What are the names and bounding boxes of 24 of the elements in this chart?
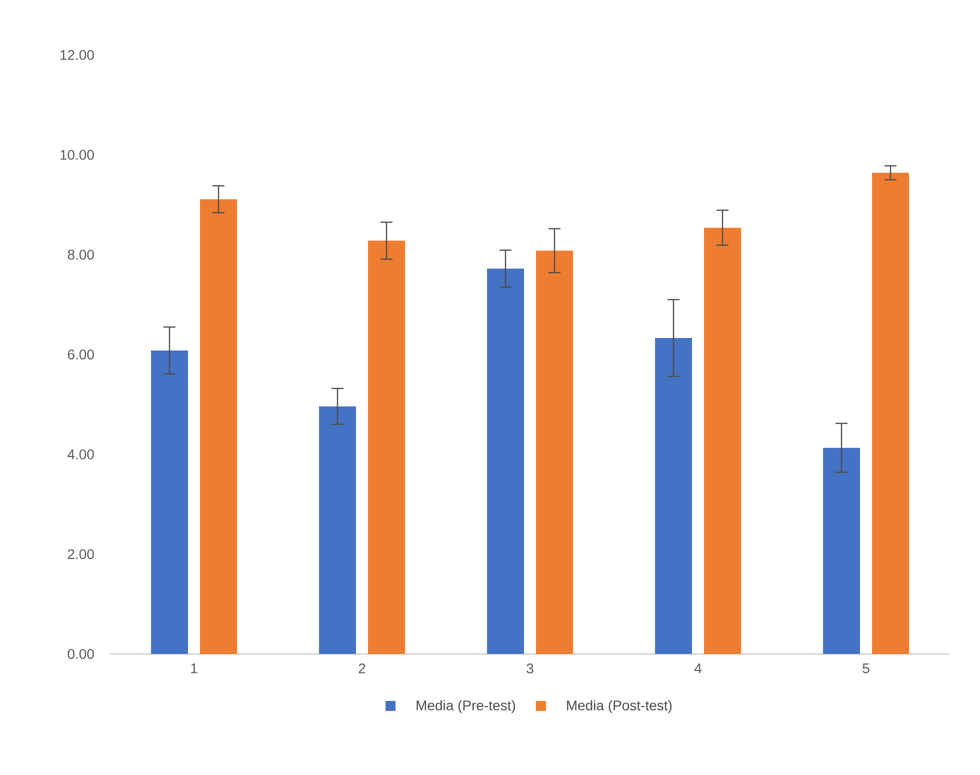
bar (487, 268, 524, 654)
x-tick-label: 4 (694, 664, 702, 674)
bar (536, 250, 574, 654)
bar (200, 199, 237, 654)
y-tick-label: 10.00 (60, 150, 94, 160)
x-tick-label: 3 (526, 664, 534, 674)
x-tick-label: 5 (862, 664, 870, 674)
legend-label: Media (Post-test) (567, 700, 672, 714)
bar (319, 406, 356, 654)
bar (823, 448, 860, 654)
legend-label: Media (Pre-test) (416, 700, 516, 714)
x-tick-label: 2 (358, 664, 366, 674)
bar (368, 240, 406, 654)
x-tick-label: 1 (191, 664, 198, 674)
y-tick-label: 8.00 (68, 250, 94, 260)
y-tick-label: 2.00 (68, 549, 94, 560)
y-tick-label: 12.00 (60, 50, 94, 60)
y-tick-label: 6.00 (68, 350, 94, 360)
y-tick-label: 4.00 (68, 449, 94, 460)
bar (655, 338, 692, 654)
y-tick-label: 0.00 (68, 649, 94, 659)
bar (872, 172, 910, 654)
bar (151, 350, 188, 654)
bar (704, 228, 742, 654)
